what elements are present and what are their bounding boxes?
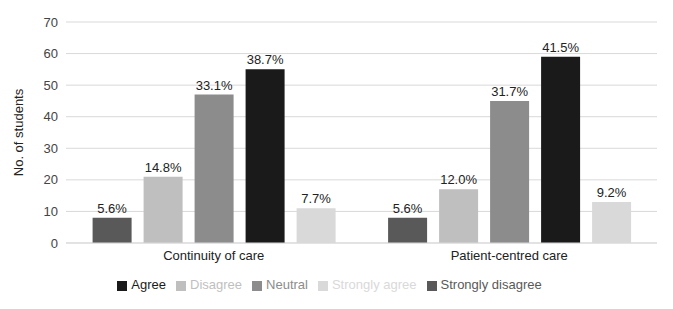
svg-text:12.0%: 12.0% [440, 172, 477, 187]
svg-text:60: 60 [44, 46, 58, 61]
svg-text:31.7%: 31.7% [491, 84, 528, 99]
svg-text:Patient-centred care: Patient-centred care [451, 248, 568, 263]
svg-text:70: 70 [44, 15, 58, 30]
svg-text:0: 0 [51, 236, 58, 251]
svg-text:33.1%: 33.1% [196, 78, 233, 93]
svg-text:9.2%: 9.2% [597, 185, 627, 200]
svg-text:Continuity of care: Continuity of care [163, 248, 264, 263]
svg-text:50: 50 [44, 78, 58, 93]
svg-text:38.7%: 38.7% [247, 52, 284, 67]
svg-text:No. of students: No. of students [11, 88, 26, 176]
svg-text:7.7%: 7.7% [301, 191, 331, 206]
svg-text:5.6%: 5.6% [393, 201, 423, 216]
svg-text:20: 20 [44, 172, 58, 187]
svg-text:10: 10 [44, 204, 58, 219]
svg-text:41.5%: 41.5% [542, 40, 579, 55]
html-text:Strongly disagree: Strongly disagree [440, 277, 542, 292]
svg-text:30: 30 [44, 141, 58, 156]
svg-text:40: 40 [44, 109, 58, 124]
svg-text:14.8%: 14.8% [145, 160, 182, 175]
html-text:Agree: Agree [131, 277, 166, 292]
html-text:Disagree: Disagree [190, 277, 242, 292]
html-text:Neutral: Neutral [266, 277, 308, 292]
svg-text:5.6%: 5.6% [97, 201, 127, 216]
html-text:Strongly agree: Strongly agree [332, 277, 417, 292]
